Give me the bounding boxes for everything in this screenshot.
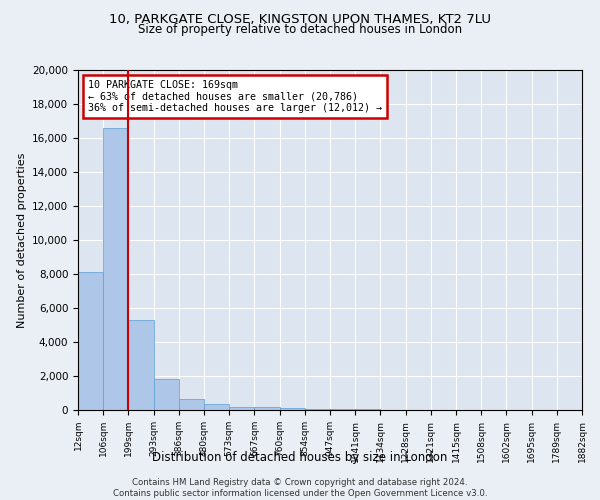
Bar <box>330 409 355 410</box>
Bar <box>78 272 103 410</box>
Bar <box>254 408 280 410</box>
Bar <box>154 380 179 410</box>
Text: 10 PARKGATE CLOSE: 169sqm
← 63% of detached houses are smaller (20,786)
36% of s: 10 PARKGATE CLOSE: 169sqm ← 63% of detac… <box>88 80 382 114</box>
Bar <box>280 408 305 410</box>
Bar <box>229 407 254 410</box>
Y-axis label: Number of detached properties: Number of detached properties <box>17 152 26 328</box>
Text: Size of property relative to detached houses in London: Size of property relative to detached ho… <box>138 22 462 36</box>
Bar <box>179 399 204 410</box>
Bar <box>128 320 154 410</box>
Bar <box>103 128 128 410</box>
Bar <box>204 404 229 410</box>
Text: 10, PARKGATE CLOSE, KINGSTON UPON THAMES, KT2 7LU: 10, PARKGATE CLOSE, KINGSTON UPON THAMES… <box>109 12 491 26</box>
Text: Contains HM Land Registry data © Crown copyright and database right 2024.
Contai: Contains HM Land Registry data © Crown c… <box>113 478 487 498</box>
Text: Distribution of detached houses by size in London: Distribution of detached houses by size … <box>152 451 448 464</box>
Bar <box>305 408 330 410</box>
